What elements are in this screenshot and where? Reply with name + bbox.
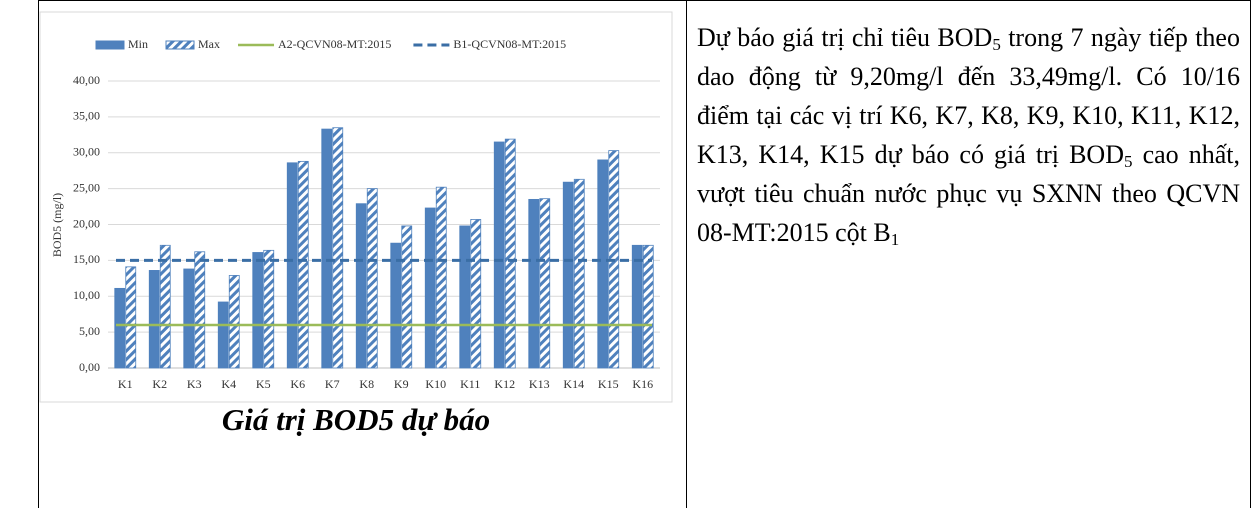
y-tick-label: 30,00 <box>73 145 100 159</box>
legend-label: B1-QCVN08-MT:2015 <box>453 37 566 51</box>
bar <box>459 225 471 369</box>
bar <box>390 242 402 369</box>
legend-label: Min <box>128 37 148 51</box>
x-tick-label: K4 <box>221 377 236 391</box>
bar <box>642 244 654 369</box>
bar <box>194 251 206 369</box>
bar <box>125 266 137 369</box>
bar <box>321 128 333 369</box>
y-tick-label: 35,00 <box>73 109 100 123</box>
bar <box>573 178 585 369</box>
bar <box>148 270 160 369</box>
text: Dự báo giá trị chỉ tiêu BOD <box>697 23 993 52</box>
x-tick-label: K3 <box>187 377 202 391</box>
x-tick-label: K12 <box>494 377 515 391</box>
bar <box>539 198 551 369</box>
x-tick-label: K1 <box>118 377 133 391</box>
bar <box>114 287 126 369</box>
x-tick-label: K6 <box>290 377 305 391</box>
bar <box>355 203 367 369</box>
bar <box>435 186 447 369</box>
legend-swatch <box>165 40 195 50</box>
table-border <box>686 0 687 508</box>
bar <box>297 160 309 369</box>
table-border <box>38 0 1250 1</box>
text: cao nhất, vượt tiêu chuẩn nước phục vụ S… <box>697 140 1241 247</box>
x-tick-label: K15 <box>598 377 619 391</box>
paragraph: Dự báo giá trị chỉ tiêu BOD5 trong 7 ngà… <box>697 18 1240 252</box>
bar <box>562 181 574 369</box>
table-border <box>1250 0 1251 508</box>
y-tick-label: 20,00 <box>73 216 100 230</box>
subscript: 1 <box>890 230 900 249</box>
bar <box>528 198 540 369</box>
bar <box>217 301 229 369</box>
table-border <box>38 0 39 508</box>
subscript: 5 <box>992 35 1001 54</box>
bar <box>263 249 275 369</box>
bar <box>159 244 171 369</box>
caption: Giá trị BOD5 dự báo <box>221 402 491 437</box>
x-tick-label: K10 <box>425 377 446 391</box>
bar <box>228 275 240 369</box>
x-tick-label: K5 <box>256 377 271 391</box>
bar <box>424 207 436 369</box>
legend-label: Max <box>198 37 220 51</box>
legend-swatch <box>95 40 125 50</box>
text: trong 7 ngày tiếp theo dao động từ 9,20m… <box>697 23 1240 169</box>
y-tick-label: 25,00 <box>73 180 100 194</box>
y-tick-label: 40,00 <box>73 73 100 87</box>
x-tick-label: K11 <box>460 377 480 391</box>
bar <box>597 159 609 369</box>
x-tick-label: K7 <box>325 377 340 391</box>
y-tick-label: 15,00 <box>73 252 100 266</box>
bar <box>183 268 195 369</box>
chart: BOD5 (mg/l) 0,00 5,00 10,00 15,00 20,00 25,00… <box>39 11 673 403</box>
x-tick-label: K13 <box>529 377 550 391</box>
y-tick-label: 5,00 <box>79 324 100 338</box>
x-tick-label: K8 <box>359 377 374 391</box>
x-tick-label: K16 <box>632 377 653 391</box>
bar <box>493 141 505 369</box>
bar <box>252 252 264 369</box>
subscript: 5 <box>1123 152 1133 171</box>
y-tick-label: 0,00 <box>79 360 100 374</box>
bar <box>401 225 413 369</box>
bar <box>504 138 516 369</box>
bar <box>631 244 643 369</box>
bar <box>286 162 298 369</box>
bar <box>470 219 482 369</box>
legend-label: A2-QCVN08-MT:2015 <box>278 37 391 51</box>
y-axis-label: BOD5 (mg/l) <box>50 193 64 257</box>
bar <box>332 127 344 369</box>
y-tick-label: 10,00 <box>73 288 100 302</box>
x-tick-label: K14 <box>563 377 584 391</box>
x-tick-label: K2 <box>152 377 167 391</box>
x-tick-label: K9 <box>394 377 409 391</box>
bar <box>366 188 378 369</box>
